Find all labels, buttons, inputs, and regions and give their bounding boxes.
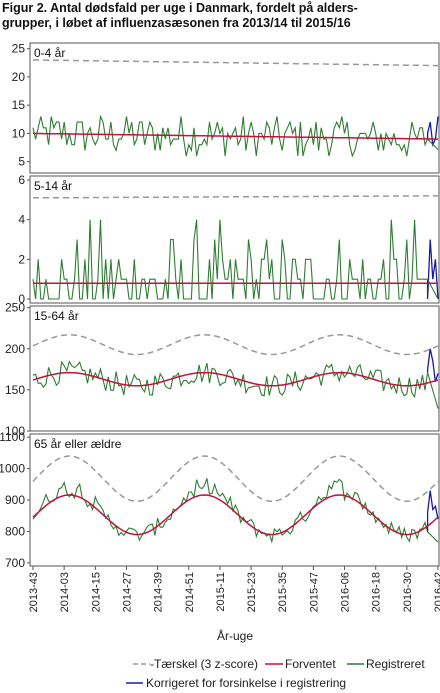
x-tick-label: 2015-35 (277, 572, 289, 612)
y-tick-label: 1000 (0, 462, 25, 476)
y-tick-label: 250 (5, 301, 25, 315)
corrected-line (426, 239, 439, 300)
expected-line (32, 494, 439, 536)
x-tick-label: 2015-47 (308, 572, 320, 612)
figure-title: Figur 2. Antal dødsfald per uge i Danmar… (2, 1, 438, 31)
legend-corrected-label: Korrigeret for forsinkelse i registrerin… (146, 676, 346, 690)
panel-title: 65 år eller ældre (34, 437, 122, 451)
threshold-line (32, 334, 439, 356)
threshold-line (33, 59, 438, 67)
threshold-line (32, 455, 439, 503)
expected-line (32, 371, 439, 387)
registered-line-tail (427, 138, 439, 150)
panel-frame (29, 433, 440, 567)
registered-line-tail (427, 531, 439, 543)
y-tick-label: 700 (5, 556, 25, 570)
figure-title-line-2: grupper, i løbet af influenzasæsonen fra… (2, 16, 351, 30)
panel-title: 5-14 år (34, 179, 72, 193)
panel-title: 0-4 år (34, 46, 65, 60)
x-tick-label: 2014-27 (121, 572, 133, 612)
panel-frame (29, 305, 440, 432)
registered-line-tail (427, 372, 439, 409)
y-tick-label: 20 (12, 70, 26, 84)
y-tick-label: 100 (5, 424, 25, 438)
x-axis-label: År-uge (217, 628, 253, 643)
y-tick-label: 900 (5, 493, 25, 507)
panel-frame (29, 175, 440, 304)
y-tick-label: 10 (12, 126, 26, 140)
y-tick-label: 6 (18, 173, 25, 187)
corrected-line (426, 116, 439, 148)
y-tick-label: 4 (18, 213, 25, 227)
legend-registered-label: Registreret (366, 657, 425, 671)
registered-line (32, 114, 429, 158)
panel-frame (29, 42, 440, 174)
x-tick-label: 2014-39 (153, 572, 165, 612)
y-tick-label: 200 (5, 342, 25, 356)
corrected-line (426, 490, 439, 532)
legend-expected-label: Forventet (285, 657, 336, 671)
registered-line (32, 478, 429, 544)
y-tick-label: 800 (5, 524, 25, 538)
y-tick-label: 150 (5, 383, 25, 397)
x-tick-label: 2016-18 (371, 572, 383, 612)
x-tick-label: 2016-30 (402, 572, 414, 612)
x-tick-label: 2014-03 (59, 572, 71, 612)
legend-threshold-label: -Tærskel (3 z-score) (150, 657, 258, 671)
y-tick-label: 25 (12, 42, 26, 56)
x-tick-label: 2016-42 (433, 572, 440, 612)
x-tick-label: 2015-23 (246, 572, 258, 612)
x-tick-label: 2014-15 (90, 572, 102, 612)
registered-line (32, 219, 428, 300)
panel-title: 15-64 år (34, 309, 79, 323)
y-tick-label: 1100 (0, 430, 25, 444)
y-tick-label: 0 (18, 292, 25, 306)
x-tick-label: 2014-51 (184, 572, 196, 612)
y-tick-label: 15 (12, 98, 26, 112)
y-tick-label: 2 (18, 252, 25, 266)
y-tick-label: 5 (18, 155, 25, 169)
figure-title-line-1: Figur 2. Antal dødsfald per uge i Danmar… (2, 1, 358, 15)
x-tick-label: 2016-06 (340, 572, 352, 612)
registered-line (32, 360, 429, 399)
expected-line (32, 132, 438, 140)
threshold-line (33, 195, 439, 199)
x-tick-label: 2013-43 (28, 572, 40, 612)
x-tick-label: 2015-11 (215, 572, 227, 612)
